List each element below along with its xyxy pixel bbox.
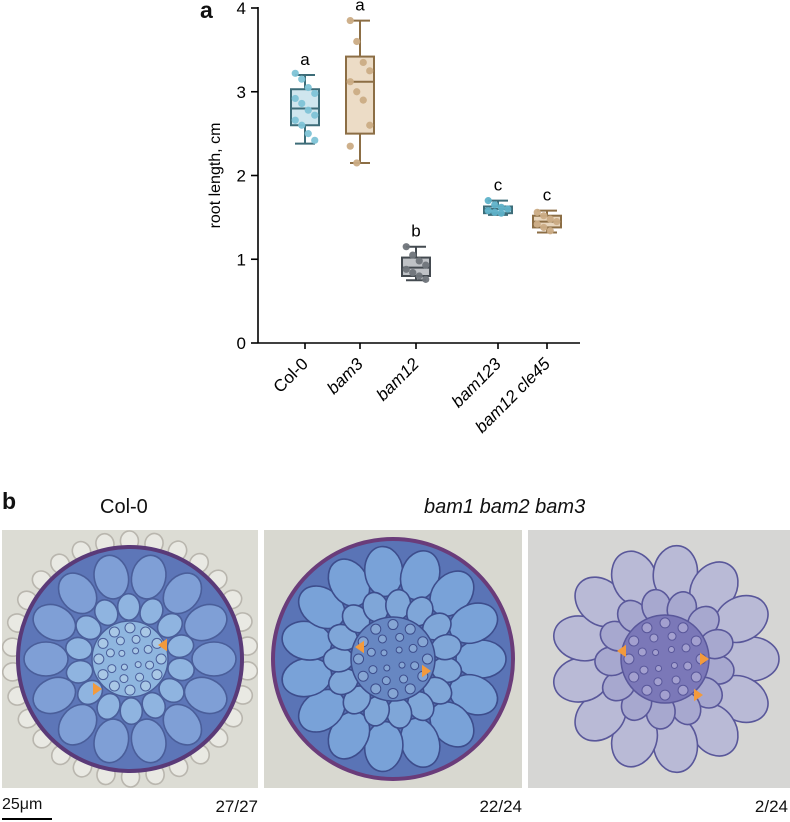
data-point <box>484 207 492 215</box>
y-tick-label: 2 <box>237 167 246 186</box>
xylem-arrowhead <box>694 688 703 702</box>
data-point <box>504 205 512 213</box>
data-point <box>298 75 306 83</box>
significance-letter: a <box>355 0 365 15</box>
y-tick-label: 0 <box>237 334 246 353</box>
panel-b-label: b <box>2 488 17 514</box>
data-point <box>346 142 354 150</box>
x-tick-label: bam12 <box>373 354 424 405</box>
data-point <box>311 89 319 98</box>
data-point <box>359 58 367 67</box>
data-point <box>304 83 312 92</box>
box-bam123 <box>483 197 513 217</box>
data-point <box>540 223 548 232</box>
y-axis-title: root length, cm <box>207 123 224 229</box>
xylem-arrowhead <box>700 652 709 666</box>
xylem-arrowhead <box>158 638 167 652</box>
data-point <box>409 269 417 277</box>
data-point <box>497 209 505 217</box>
data-point <box>298 99 306 108</box>
data-point <box>298 121 306 129</box>
count-bam123-a: 22/24 <box>479 797 522 816</box>
data-point <box>402 243 410 251</box>
data-point <box>353 159 361 167</box>
data-point <box>540 212 548 220</box>
data-point <box>546 227 554 235</box>
data-point <box>409 251 417 259</box>
triple-mutant-title: bam1 bam2 bam3 <box>424 496 586 518</box>
scale-bar <box>2 818 52 820</box>
y-tick-label: 3 <box>237 83 246 102</box>
xylem-arrowhead <box>617 644 626 658</box>
data-point <box>415 257 423 265</box>
data-point <box>311 111 319 119</box>
box-bam3 <box>345 16 375 167</box>
data-point <box>533 220 541 228</box>
data-point <box>491 208 499 216</box>
data-point <box>353 88 361 96</box>
xylem-arrowhead <box>422 664 431 678</box>
data-point <box>422 261 430 269</box>
x-tick-label: bam3 <box>323 354 367 398</box>
data-point <box>415 272 423 280</box>
data-point <box>346 78 354 86</box>
data-point <box>553 217 561 226</box>
x-tick-label: Col-0 <box>270 354 312 396</box>
data-point <box>402 265 410 273</box>
xylem-arrowhead <box>93 682 102 696</box>
data-point <box>353 37 361 46</box>
data-point <box>291 69 299 77</box>
micrograph-col0 <box>2 530 258 788</box>
data-point <box>366 121 374 129</box>
data-point <box>346 16 354 25</box>
data-point <box>304 106 312 114</box>
box-Col-0 <box>290 69 320 145</box>
micrograph-bam123-a <box>264 530 522 788</box>
data-point <box>546 215 554 223</box>
micrograph-bam123-b <box>528 530 790 788</box>
data-point <box>422 275 430 283</box>
count-bam123-b: 2/24 <box>754 797 788 816</box>
xylem-arrowhead <box>355 640 364 654</box>
count-col0: 27/27 <box>215 797 258 816</box>
data-point <box>311 136 319 144</box>
data-point <box>291 116 299 124</box>
box-bam12-cle45 <box>532 208 562 235</box>
data-point <box>359 96 367 104</box>
box-bam12 <box>401 243 431 283</box>
data-point <box>366 67 374 75</box>
scale-bar-label: 25μm <box>2 796 43 813</box>
col0-title: Col-0 <box>100 496 148 518</box>
significance-letter: b <box>411 222 420 241</box>
data-point <box>497 203 505 211</box>
significance-letter: c <box>494 176 503 195</box>
data-point <box>533 208 541 216</box>
data-point <box>484 197 492 205</box>
data-point <box>291 94 299 103</box>
y-tick-label: 1 <box>237 250 246 269</box>
data-point <box>491 201 499 209</box>
significance-letter: c <box>543 186 552 205</box>
data-point <box>304 130 312 138</box>
panel-a-label: a <box>200 0 213 23</box>
significance-letter: a <box>300 50 310 69</box>
y-tick-label: 4 <box>237 0 246 18</box>
